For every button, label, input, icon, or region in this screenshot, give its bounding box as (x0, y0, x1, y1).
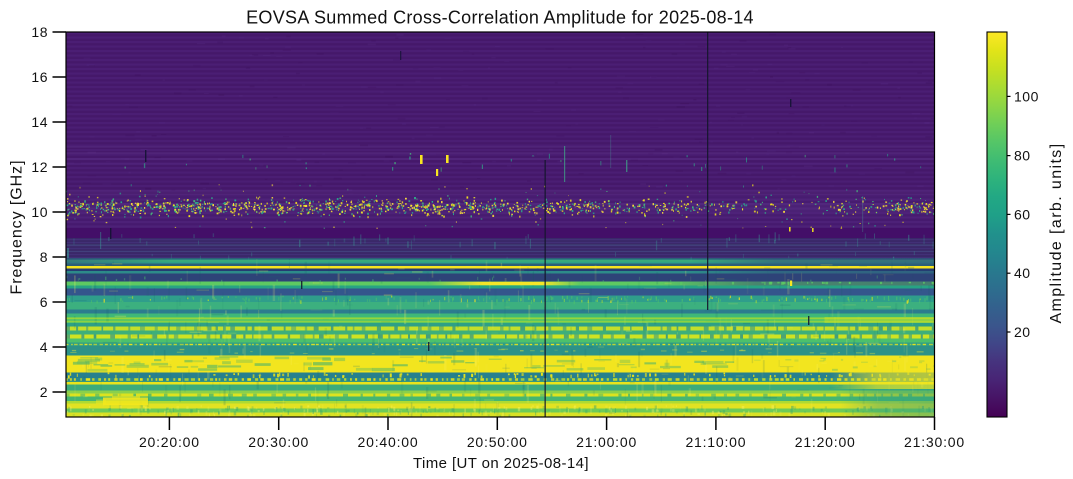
svg-text:20:50:00: 20:50:00 (467, 434, 528, 450)
svg-text:18: 18 (31, 24, 48, 40)
svg-text:4: 4 (40, 339, 48, 355)
svg-text:14: 14 (31, 114, 48, 130)
svg-text:21:00:00: 21:00:00 (576, 434, 637, 450)
svg-text:12: 12 (31, 159, 48, 175)
svg-text:20:20:00: 20:20:00 (139, 434, 200, 450)
svg-text:8: 8 (40, 249, 48, 265)
svg-text:10: 10 (31, 204, 48, 220)
svg-text:20:30:00: 20:30:00 (248, 434, 309, 450)
svg-text:20:40:00: 20:40:00 (358, 434, 419, 450)
svg-text:Amplitude [arb. units]: Amplitude [arb. units] (1048, 142, 1065, 323)
svg-text:Time [UT on 2025-08-14]: Time [UT on 2025-08-14] (413, 455, 589, 472)
svg-text:40: 40 (1014, 265, 1031, 281)
svg-text:6: 6 (40, 294, 48, 310)
svg-text:21:20:00: 21:20:00 (795, 434, 856, 450)
svg-text:21:30:00: 21:30:00 (904, 434, 965, 450)
svg-text:20: 20 (1014, 324, 1031, 340)
svg-text:Frequency [GHz]: Frequency [GHz] (9, 160, 26, 295)
svg-text:2: 2 (40, 384, 48, 400)
svg-text:60: 60 (1014, 206, 1031, 222)
svg-text:21:10:00: 21:10:00 (685, 434, 746, 450)
svg-text:16: 16 (31, 69, 48, 85)
svg-text:100: 100 (1014, 88, 1039, 104)
svg-text:EOVSA Summed Cross-Correlation: EOVSA Summed Cross-Correlation Amplitude… (246, 8, 754, 28)
svg-text:80: 80 (1014, 148, 1031, 164)
